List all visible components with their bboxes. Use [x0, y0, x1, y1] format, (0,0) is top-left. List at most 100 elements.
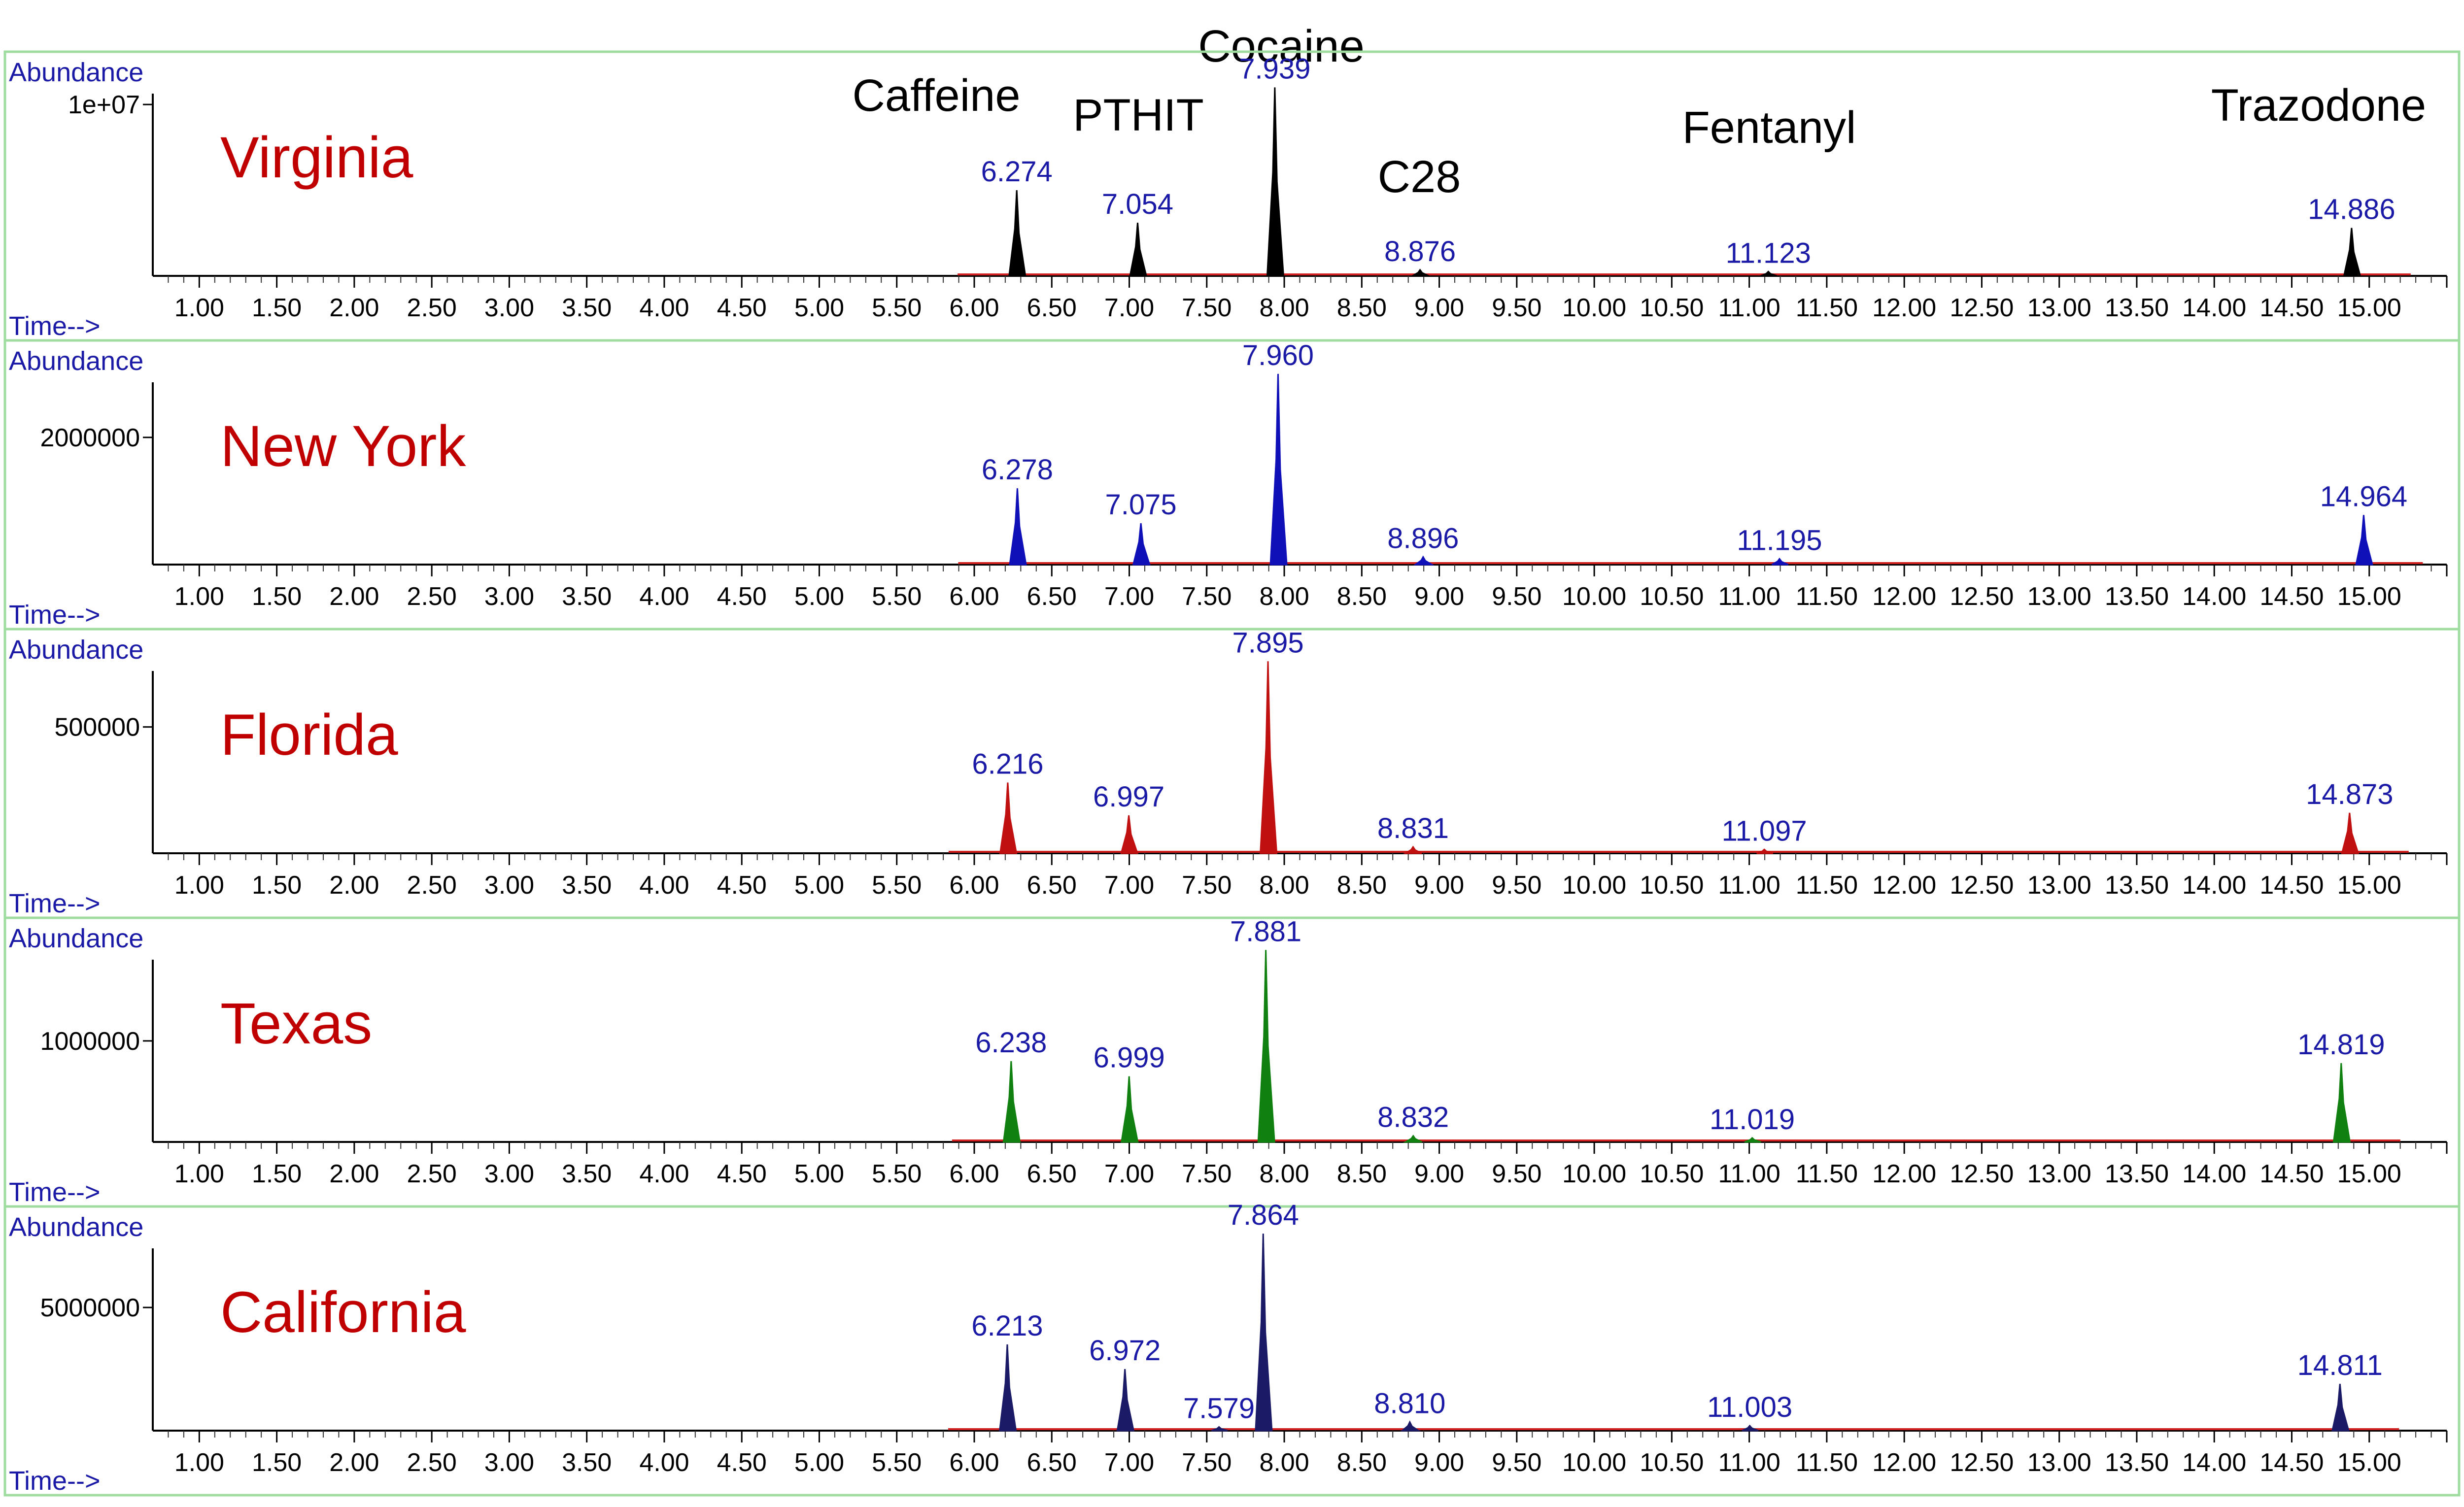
peak-retention-label: 6.972: [1089, 1335, 1161, 1367]
chromatogram-peak: [1402, 1422, 1418, 1431]
x-tick-label: 2.00: [329, 582, 379, 611]
x-tick-label: 12.50: [1950, 294, 2014, 322]
x-tick-label: 6.00: [949, 1448, 999, 1477]
x-tick-label: 4.00: [639, 1160, 689, 1188]
peak-retention-label: 8.896: [1387, 523, 1459, 555]
peak-retention-label: 6.997: [1093, 781, 1164, 813]
x-tick-label: 8.00: [1259, 871, 1309, 900]
x-tick-label: 6.00: [949, 1160, 999, 1188]
x-tick-label: 10.00: [1562, 294, 1626, 322]
x-tick-label: 3.50: [562, 294, 612, 322]
x-tick-label: 9.50: [1492, 1160, 1541, 1188]
chromatogram-peak: [1000, 1344, 1016, 1431]
x-tick-label: 6.50: [1027, 1160, 1077, 1188]
chromatogram-peak: [2332, 1384, 2349, 1431]
x-tick-label: 10.50: [1640, 1448, 1704, 1477]
x-tick-label: 2.00: [329, 871, 379, 900]
x-tick-label: 13.50: [2105, 294, 2169, 322]
peak-retention-label: 14.819: [2297, 1029, 2385, 1061]
x-tick-label: 3.50: [562, 1160, 612, 1188]
x-tick-label: 5.50: [872, 871, 922, 900]
x-tick-label: 7.50: [1182, 582, 1232, 611]
x-tick-label: 2.50: [407, 294, 457, 322]
x-tick-label: 11.00: [1718, 294, 1780, 322]
x-tick-label: 7.50: [1182, 1160, 1232, 1188]
x-tick-label: 10.00: [1562, 582, 1626, 611]
x-tick-label: 1.50: [252, 1448, 302, 1477]
chromatogram-panel: AbundanceTime-->New York1.00 1.50 2.00 2.50…: [5, 339, 2459, 630]
peak-retention-label: 11.019: [1710, 1104, 1795, 1136]
x-tick-label: 6.50: [1027, 294, 1077, 322]
y-axis-title: Abundance: [9, 346, 143, 376]
x-tick-label: 6.00: [949, 582, 999, 611]
peak-retention-label: 14.964: [2320, 480, 2407, 512]
y-tick-label: 5000000: [40, 1294, 140, 1322]
x-tick-label: 2.50: [407, 1448, 457, 1477]
chromatogram-peak: [2344, 228, 2360, 276]
chromatogram-peak: [1267, 87, 1283, 276]
chromatogram-peak: [1772, 559, 1788, 565]
x-tick-label: 5.00: [794, 1448, 844, 1477]
x-tick-label: 8.00: [1259, 1448, 1309, 1477]
x-tick-label: 11.00: [1718, 1160, 1780, 1188]
x-tick-label: 8.00: [1259, 1160, 1309, 1188]
x-tick-label: 10.50: [1640, 1160, 1704, 1188]
x-tick-label: 12.00: [1872, 294, 1936, 322]
x-tick-label: 5.50: [872, 294, 922, 322]
x-tick-label: 2.00: [329, 1448, 379, 1477]
x-tick-label: 12.00: [1872, 582, 1936, 611]
x-tick-label: 14.50: [2259, 1448, 2324, 1477]
peak-retention-label: 7.939: [1239, 53, 1310, 85]
x-tick-label: 13.50: [2105, 582, 2169, 611]
chromatogram-peak: [1117, 1369, 1133, 1431]
chromatogram-peak: [1000, 782, 1017, 853]
chromatogram-panel: AbundanceTime-->Florida1.00 1.50 2.00 2.50 3…: [5, 627, 2459, 918]
chromatogram-panel: AbundanceTime-->Virginia1.00 1.50 2.00 2.50…: [5, 52, 2459, 341]
x-tick-label: 4.00: [639, 582, 689, 611]
y-tick-label: 500000: [54, 713, 140, 742]
x-tick-label: 6.00: [949, 871, 999, 900]
x-tick-label: 4.50: [717, 871, 767, 900]
x-tick-label: 12.50: [1950, 1448, 2014, 1477]
chromatogram-peak: [1261, 661, 1277, 853]
x-tick-label: 1.00: [174, 871, 224, 900]
chromatogram-peak: [2333, 1063, 2350, 1142]
x-tick-label: 15.00: [2337, 294, 2401, 322]
x-tick-label: 1.50: [252, 582, 302, 611]
x-tick-label: 14.00: [2182, 294, 2246, 322]
x-tick-label: 13.50: [2105, 1448, 2169, 1477]
x-tick-label: 3.00: [484, 871, 534, 900]
peak-retention-label: 7.895: [1232, 627, 1303, 659]
x-tick-label: 5.50: [872, 582, 922, 611]
x-tick-label: 7.00: [1104, 1448, 1154, 1477]
x-tick-label: 7.00: [1104, 582, 1154, 611]
x-tick-label: 5.00: [794, 294, 844, 322]
x-tick-label: 3.50: [562, 582, 612, 611]
x-tick-label: 10.00: [1562, 1448, 1626, 1477]
x-tick-label: 13.00: [2027, 1160, 2091, 1188]
peak-retention-label: 7.075: [1105, 489, 1177, 521]
peak-retention-label: 11.003: [1707, 1391, 1792, 1423]
chromatogram-peak: [1256, 1234, 1272, 1431]
x-tick-label: 9.00: [1414, 871, 1464, 900]
chromatogram-peak: [2356, 515, 2372, 565]
x-tick-label: 11.00: [1718, 582, 1780, 611]
chromatogram-peak: [2342, 813, 2358, 853]
x-tick-label: 7.50: [1182, 294, 1232, 322]
peak-retention-label: 6.238: [975, 1027, 1047, 1059]
x-tick-label: 4.50: [717, 1160, 767, 1188]
x-tick-label: 13.50: [2105, 1160, 2169, 1188]
x-tick-label: 5.50: [872, 1160, 922, 1188]
compound-label-caffeine: Caffeine: [852, 70, 1020, 121]
peak-retention-label: 6.213: [971, 1310, 1043, 1342]
chromatogram-peak: [1003, 1061, 1020, 1142]
x-tick-label: 14.50: [2259, 871, 2324, 900]
x-tick-label: 13.00: [2027, 582, 2091, 611]
x-tick-label: 3.00: [484, 1448, 534, 1477]
compound-label-trazodone: Trazodone: [2211, 80, 2426, 131]
x-tick-label: 10.00: [1562, 871, 1626, 900]
peak-retention-label: 14.886: [2308, 194, 2395, 226]
x-tick-label: 1.50: [252, 1160, 302, 1188]
peak-retention-label: 6.278: [982, 454, 1053, 486]
x-tick-label: 2.50: [407, 1160, 457, 1188]
